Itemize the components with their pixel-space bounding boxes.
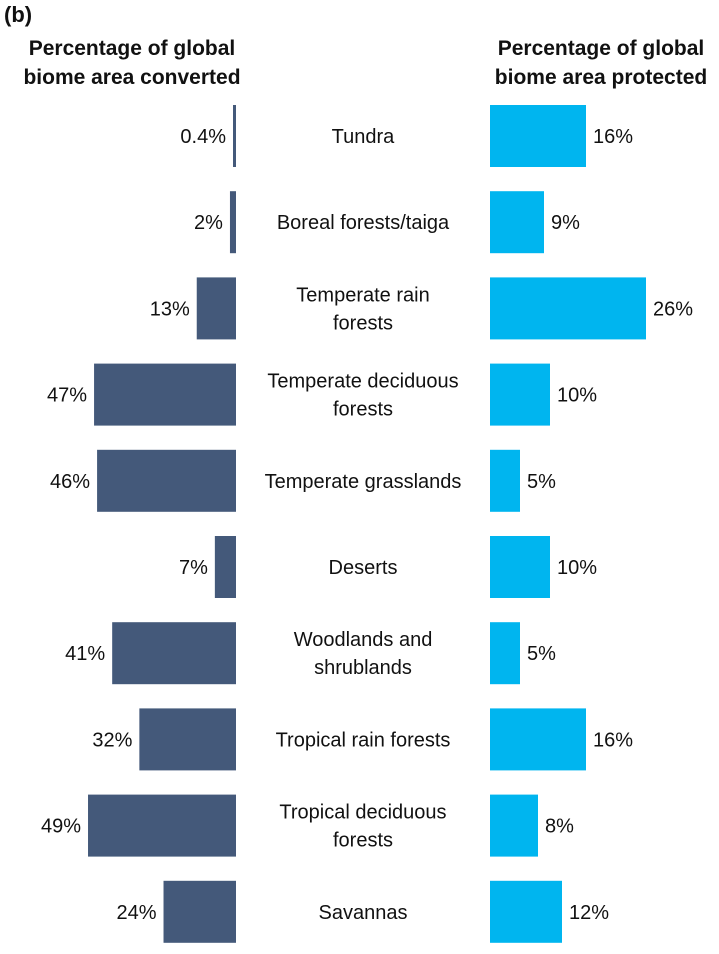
- category-label: shrublands: [314, 657, 412, 679]
- converted-value-label: 2%: [194, 212, 223, 234]
- converted-bar: [112, 622, 236, 685]
- category-label: Savannas: [319, 902, 408, 924]
- converted-value-label: 32%: [92, 729, 132, 751]
- protected-value-label: 8%: [545, 816, 574, 838]
- category-label: forests: [333, 312, 393, 334]
- converted-value-label: 41%: [65, 643, 105, 665]
- protected-value-label: 5%: [527, 471, 556, 493]
- category-label: Boreal forests/taiga: [277, 212, 450, 234]
- converted-bar: [229, 191, 236, 254]
- protected-value-label: 9%: [551, 212, 580, 234]
- converted-value-label: 46%: [50, 471, 90, 493]
- category-label: Temperate deciduous: [267, 371, 458, 393]
- converted-value-label: 49%: [41, 816, 81, 838]
- protected-bar: [490, 363, 550, 426]
- left-title-line: biome area converted: [23, 66, 240, 89]
- protected-value-label: 16%: [593, 729, 633, 751]
- protected-bar: [490, 449, 520, 512]
- converted-bar: [196, 277, 236, 340]
- protected-bar: [490, 708, 586, 771]
- protected-value-label: 26%: [653, 298, 693, 320]
- protected-bar: [490, 277, 646, 340]
- protected-bar: [490, 794, 538, 857]
- category-label: forests: [333, 399, 393, 421]
- converted-value-label: 24%: [116, 902, 156, 924]
- protected-value-label: 10%: [557, 557, 597, 579]
- category-label: Tropical rain forests: [276, 729, 451, 751]
- protected-value-label: 12%: [569, 902, 609, 924]
- category-label: Tropical deciduous: [279, 802, 446, 824]
- converted-bar: [97, 449, 236, 512]
- right-title-line: biome area protected: [495, 66, 707, 89]
- category-label: Temperate grasslands: [265, 471, 462, 493]
- category-label: forests: [333, 830, 393, 852]
- protected-bar: [490, 536, 550, 598]
- protected-bar: [490, 191, 544, 254]
- right-title-line: Percentage of global: [498, 37, 705, 60]
- converted-value-label: 7%: [179, 557, 208, 579]
- converted-bar: [214, 536, 236, 598]
- converted-bar: [88, 794, 237, 857]
- protected-value-label: 16%: [593, 126, 633, 148]
- protected-bar: [490, 880, 562, 943]
- converted-bar: [163, 880, 236, 943]
- panel-label: (b): [4, 2, 32, 27]
- left-title-line: Percentage of global: [29, 37, 236, 60]
- protected-value-label: 10%: [557, 385, 597, 407]
- converted-value-label: 13%: [150, 298, 190, 320]
- converted-bar: [94, 363, 236, 426]
- category-label: Deserts: [329, 557, 398, 579]
- protected-bar: [490, 622, 520, 685]
- converted-bar: [139, 708, 236, 771]
- converted-bar: [233, 105, 236, 167]
- converted-value-label: 47%: [47, 385, 87, 407]
- protected-bar: [490, 105, 586, 167]
- category-label: Temperate rain: [296, 284, 429, 306]
- category-label: Tundra: [332, 126, 396, 148]
- converted-value-label: 0.4%: [180, 126, 226, 148]
- category-label: Woodlands and: [294, 629, 433, 651]
- protected-value-label: 5%: [527, 643, 556, 665]
